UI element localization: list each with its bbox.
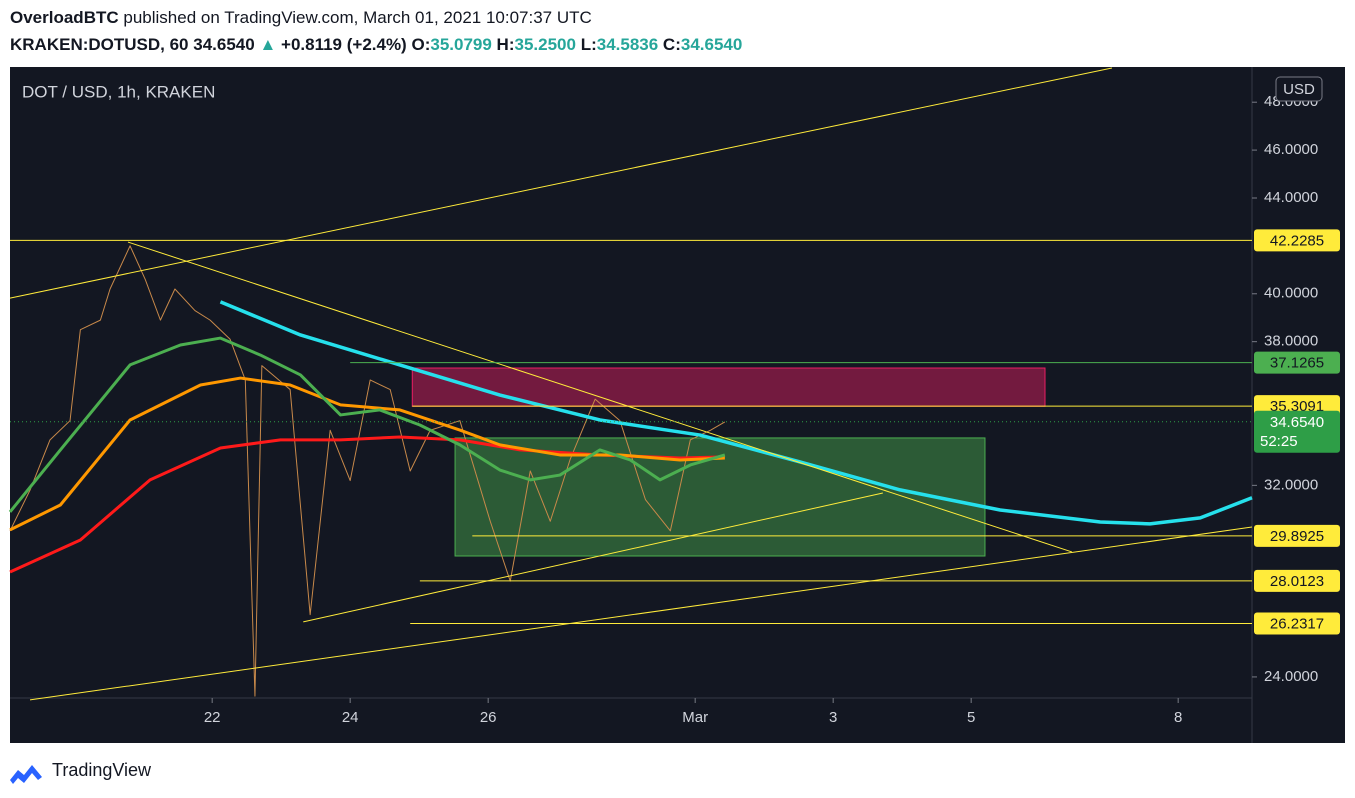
y-tick-label: 38.0000 — [1264, 333, 1318, 350]
close-label: C: — [662, 35, 681, 54]
x-tick-label: 3 — [829, 709, 837, 726]
chart-background — [10, 67, 1345, 743]
author: OverloadBTC — [10, 8, 119, 27]
y-tick-label: 32.0000 — [1264, 476, 1318, 493]
x-tick-label: 24 — [342, 709, 359, 726]
series-line — [9, 376, 725, 532]
level-label-box — [1254, 351, 1340, 374]
level-label: 28.0123 — [1270, 573, 1324, 590]
currency-button[interactable] — [1275, 76, 1323, 102]
series-line — [219, 300, 1253, 526]
header-line-1: OverloadBTC published on TradingView.com… — [10, 8, 592, 28]
countdown: 52:25 — [1260, 433, 1298, 450]
x-tick-label: 8 — [1174, 709, 1182, 726]
series-line — [8, 336, 726, 513]
logo-icon — [10, 765, 42, 784]
y-tick-label: 44.0000 — [1264, 189, 1318, 206]
header-line-2: KRAKEN:DOTUSD, 60 34.6540 ▲ +0.8119 (+2.… — [10, 35, 742, 55]
published: published on TradingView.com, March 01, … — [123, 8, 592, 27]
level-label-box — [1254, 569, 1340, 592]
chart: DOT / USD, 1h, KRAKEN 24.0000 32.0000 38.0… — [8, 67, 1345, 743]
close: 34.6540 — [680, 35, 743, 54]
trend-line — [29, 526, 1253, 701]
chart-title: DOT / USD, 1h, KRAKEN — [22, 82, 215, 101]
high: 35.2500 — [514, 35, 576, 54]
y-tick-label: 46.0000 — [1264, 141, 1318, 158]
x-tick-label: Mar — [682, 709, 708, 726]
y-tick-label: 40.0000 — [1264, 285, 1318, 302]
trend-line — [127, 241, 1073, 553]
x-tick-label: 5 — [967, 709, 975, 726]
open: 35.0799 — [430, 35, 492, 54]
current-price-label: 34.6540 — [1270, 414, 1324, 431]
currency: USD — [1283, 81, 1315, 98]
level-label: 26.2317 — [1270, 615, 1324, 632]
change: +0.8119 (+2.4%) — [281, 35, 407, 54]
level-label: 37.1265 — [1270, 355, 1324, 372]
current-price-box — [1254, 410, 1340, 453]
level-label-box — [1254, 524, 1340, 547]
high-label: H: — [496, 35, 515, 54]
zone-box — [411, 367, 1046, 407]
level-label-box — [1254, 612, 1340, 635]
level-label-box — [1254, 229, 1340, 252]
series-line — [9, 245, 726, 697]
y-tick-label: 24.0000 — [1264, 668, 1318, 685]
x-tick-label: 26 — [480, 709, 497, 726]
symbol: KRAKEN:DOTUSD, 60 — [10, 35, 189, 54]
brand: TradingView — [52, 760, 152, 780]
level-label: 42.2285 — [1270, 232, 1324, 249]
footer: TradingView — [10, 760, 152, 784]
x-tick-label: 22 — [204, 709, 221, 726]
open-label: O: — [411, 35, 431, 54]
low-label: L: — [580, 35, 597, 54]
low: 34.5836 — [596, 35, 659, 54]
trend-line — [303, 492, 883, 623]
last: 34.6540 — [193, 35, 255, 54]
level-label: 29.8925 — [1270, 528, 1324, 545]
up-arrow: ▲ — [259, 35, 277, 54]
trend-line — [9, 67, 1113, 299]
